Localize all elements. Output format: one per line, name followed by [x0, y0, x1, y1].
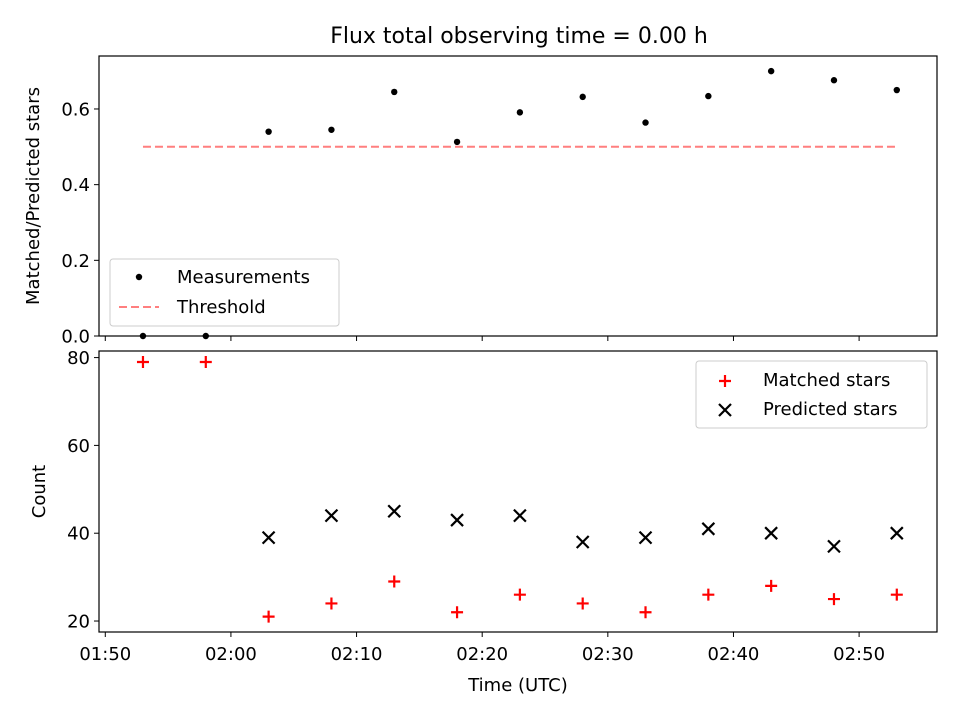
predicted-stars-point — [324, 508, 339, 523]
measurement-point — [767, 67, 775, 75]
top-y-tick-label: 0.0 — [61, 327, 90, 348]
predicted-stars-point — [890, 526, 904, 540]
top-legend: Measurements Threshold — [109, 258, 340, 327]
x-tick-label: 02:10 — [331, 644, 383, 665]
bottom-legend-box — [695, 360, 928, 429]
predicted-stars-point — [764, 526, 778, 540]
x-axis-label: Time (UTC) — [467, 675, 568, 696]
predicted-stars-point — [387, 504, 402, 519]
x-tick-label: 02:20 — [456, 644, 508, 665]
top-y-tick-label: 0.6 — [61, 99, 90, 120]
matched-stars-point — [576, 597, 589, 610]
top-y-axis-label: Matched/Predicted stars — [23, 87, 44, 305]
x-tick-label: 01:50 — [79, 644, 131, 665]
bottom-y-tick-label: 20 — [67, 612, 90, 633]
x-tick-label: 02:50 — [833, 644, 885, 665]
matched-stars-point — [702, 588, 715, 601]
matched-stars-point — [890, 588, 903, 601]
top-y-tick-label: 0.4 — [61, 175, 90, 196]
bottom-axes-frame — [98, 350, 938, 633]
matched-stars-point — [765, 579, 778, 592]
legend-measurements-label: Measurements — [177, 267, 310, 288]
predicted-stars-point — [701, 522, 716, 536]
matched-stars-point — [451, 606, 464, 619]
measurement-point — [516, 109, 524, 116]
measurement-point — [453, 138, 461, 146]
top-axes-frame — [98, 55, 938, 337]
legend-matched-label: Matched stars — [763, 370, 890, 391]
chart-title: Flux total observing time = 0.00 h — [330, 24, 708, 49]
matched-stars-point — [199, 355, 212, 368]
measurement-point — [391, 88, 398, 96]
bottom-legend: Matched stars Predicted stars — [695, 360, 928, 429]
x-tick-label: 02:40 — [708, 644, 760, 665]
bottom-y-tick-label: 40 — [67, 524, 90, 545]
legend-matched-marker — [719, 375, 731, 387]
predicted-stars-point — [827, 539, 841, 554]
predicted-stars-point — [261, 530, 276, 545]
x-tick-label: 02:00 — [205, 644, 257, 665]
predicted-stars-point — [638, 530, 653, 545]
top-y-tick-label: 0.2 — [61, 251, 90, 272]
measurement-point — [328, 126, 335, 133]
legend-predicted-marker — [718, 403, 732, 417]
top-legend-box — [109, 258, 340, 327]
legend-threshold-label: Threshold — [176, 297, 266, 318]
matched-stars-point — [639, 606, 652, 619]
measurement-point — [705, 92, 712, 100]
matched-stars-point — [136, 355, 149, 368]
matched-stars-point — [262, 610, 275, 623]
bottom-panel: 20 40 60 80 01:50 02:00 02:10 02:20 02:30 02:40 02… — [29, 348, 938, 696]
legend-measurements-marker — [135, 273, 143, 281]
top-panel: 0.0 0.2 0.4 0.6 Matched/Predicted stars Measu… — [23, 55, 938, 348]
matched-stars-point — [827, 593, 840, 606]
measurement-point — [579, 93, 586, 101]
measurement-point — [642, 119, 649, 126]
bottom-y-tick-label: 80 — [67, 348, 90, 369]
x-tick-label: 02:30 — [582, 644, 634, 665]
predicted-stars-point — [575, 535, 590, 549]
predicted-stars-point — [450, 513, 464, 527]
predicted-stars-point — [513, 508, 527, 523]
measurement-point — [830, 77, 838, 84]
measurement-point — [893, 86, 900, 94]
matched-stars-point — [388, 575, 401, 588]
matched-stars-point — [513, 588, 526, 601]
matched-stars-point — [325, 597, 338, 610]
bottom-y-axis-label: Count — [29, 465, 50, 518]
legend-predicted-label: Predicted stars — [763, 399, 897, 420]
measurement-point — [265, 128, 272, 135]
bottom-y-tick-label: 60 — [67, 436, 90, 457]
